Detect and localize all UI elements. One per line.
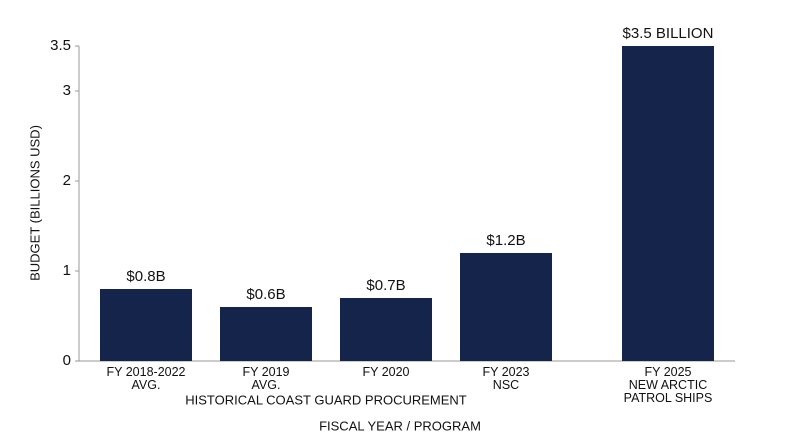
value-label: $0.8B [126,268,165,285]
y-tick-label: 3.5 [50,37,71,54]
x-tick-label: FY 2023 NSC [482,365,530,392]
bar [340,298,432,361]
value-label: $0.7B [366,277,405,294]
y-axis-label: BUDGET (BILLIONS USD) [27,125,42,281]
bar [622,46,714,361]
bar [220,307,312,361]
x-axis-label: FISCAL YEAR / PROGRAM [319,418,481,433]
value-label: $1.2B [486,232,525,249]
x-tick-label: FY 2025 NEW ARCTIC PATROL SHIPS [623,365,713,405]
bar [460,253,552,361]
x-tick-label: FY 2019 AVG. [242,365,290,392]
y-tick-label: 2 [63,172,71,189]
group-annotation: HISTORICAL COAST GUARD PROCUREMENT [185,392,467,407]
bar [100,289,192,361]
value-label: $3.5 BILLION [623,25,714,42]
y-tick-label: 3 [63,82,71,99]
x-tick-label: FY 2020 [362,365,410,379]
y-tick-label: 0 [63,352,71,369]
y-tick-label: 1 [63,262,71,279]
value-label: $0.6B [246,286,285,303]
x-tick-label: FY 2018-2022 AVG. [106,365,186,392]
